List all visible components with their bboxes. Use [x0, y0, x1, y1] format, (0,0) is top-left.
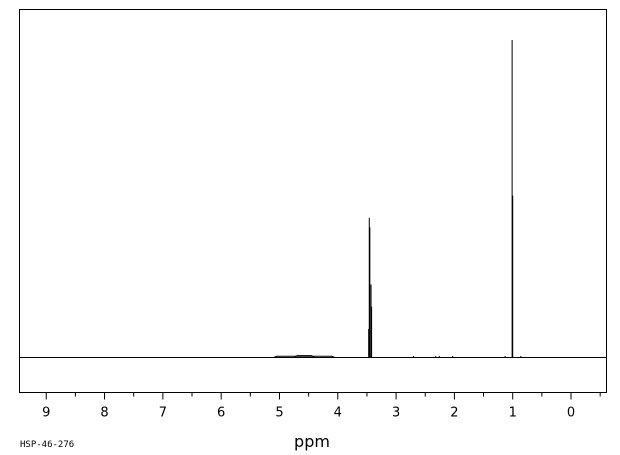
x-tick-label: 4: [334, 406, 342, 421]
x-tick-label: 5: [275, 406, 283, 421]
x-axis-ticks: [45, 392, 601, 400]
x-tick-label: 2: [450, 406, 458, 421]
x-tick-label: 3: [392, 406, 400, 421]
x-tick-label: 6: [217, 406, 225, 421]
plot-frame: [19, 9, 607, 393]
x-axis-label: ppm: [294, 432, 330, 451]
x-tick-label: 7: [159, 406, 167, 421]
x-tick-label: 8: [100, 406, 108, 421]
x-tick-label: 1: [509, 406, 517, 421]
x-axis-tick-labels: 9 8 7 6 5 4 3 2 1 0: [42, 406, 575, 421]
x-tick-label: 9: [42, 406, 50, 421]
broad-signal: [273, 355, 336, 358]
broad-signals: [273, 355, 336, 358]
x-tick-label: 0: [567, 406, 575, 421]
spectrum-peaks: [368, 40, 522, 358]
sample-id-label: HSP-46-276: [20, 440, 74, 450]
broad-signal: [293, 355, 315, 358]
